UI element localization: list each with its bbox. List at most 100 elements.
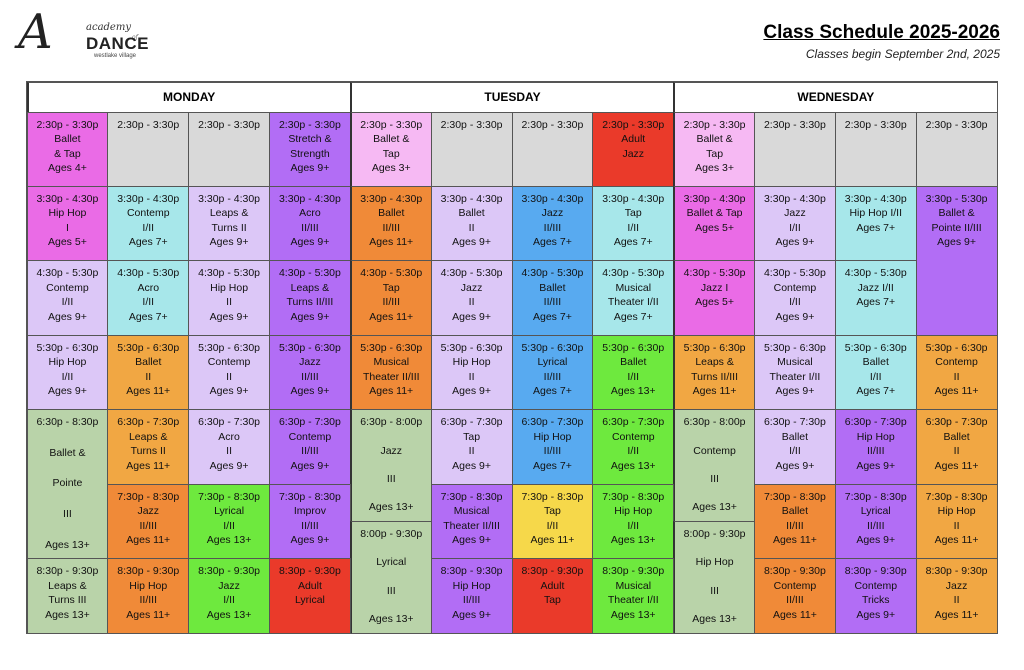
class-time: 3:30p - 4:30p — [360, 192, 423, 205]
class-time: 3:30p - 4:30p — [198, 192, 261, 205]
class-text: I/II — [789, 221, 801, 234]
class-cell: 7:30p - 8:30p Hip Hop II Ages 11+ — [915, 483, 998, 560]
class-text: Ballet & Tap — [686, 207, 743, 220]
class-time: 6:30p - 8:00p — [360, 416, 423, 429]
class-time: 4:30p - 5:30p — [117, 267, 180, 280]
logo-monogram: A — [18, 4, 53, 60]
class-time: 2:30p - 3:30p — [36, 118, 99, 131]
class-text: Contemp — [935, 356, 978, 369]
class-time: 6:30p - 7:30p — [117, 416, 180, 429]
class-text: Ages 9+ — [856, 608, 896, 621]
class-cell: 2:30p - 3:30p — [915, 111, 998, 187]
class-text: Contemp — [207, 356, 251, 369]
class-time: 7:30p - 8:30p — [925, 490, 988, 503]
class-text: Ages 4+ — [48, 162, 87, 174]
class-cell: 5:30p - 6:30p Hip Hop I/II Ages 9+ — [26, 334, 109, 411]
class-text: Hip Hop — [533, 430, 572, 443]
class-text: Jazz — [541, 207, 564, 220]
class-time: 8:00p - 9:30p — [683, 527, 746, 540]
class-text: II — [226, 445, 232, 458]
class-text: Tap — [543, 594, 561, 607]
class-cell: 3:30p - 4:30p Hip Hop I Ages 5+ — [26, 185, 109, 262]
class-text: Ages 11+ — [934, 459, 979, 472]
class-text: Ages 9+ — [452, 236, 491, 249]
class-text: Musical — [777, 356, 813, 369]
class-text: Ages 9+ — [48, 385, 87, 398]
class-time: 8:00p - 9:30p — [360, 527, 423, 540]
class-time: 5:30p - 6:30p — [360, 341, 423, 354]
class-text: Jazz — [137, 505, 160, 518]
class-cell: 6:30p - 7:30p Acro II Ages 9+ — [188, 409, 270, 485]
class-text: II — [468, 370, 475, 383]
class-cell: 2:30p - 3:30p Stretch & Strength Ages 9+ — [269, 111, 351, 187]
class-cell: 4:30p - 5:30p Jazz I/II Ages 7+ — [834, 260, 917, 336]
class-text: II/III — [301, 221, 319, 234]
class-time: 8:30p - 9:30p — [440, 565, 503, 578]
class-cell: 8:30p - 9:30p Jazz I/II Ages 13+ — [188, 558, 270, 634]
class-time: 6:30p - 7:30p — [763, 416, 826, 429]
class-cell: 5:30p - 6:30p Musical Theater I/II Ages 9+ — [754, 334, 836, 411]
class-text: Contemp — [773, 281, 817, 294]
class-text: Ages 3+ — [695, 162, 734, 174]
class-cell: 2:30p - 3:30p — [188, 111, 270, 187]
class-text: Pointe II/III — [931, 221, 982, 234]
class-cell: 5:30p - 6:30p Ballet I/II Ages 13+ — [592, 334, 675, 411]
class-text: Theater I/II — [607, 296, 659, 309]
class-text: Turns II/III — [286, 296, 334, 309]
class-text: Ages 13+ — [368, 501, 414, 514]
class-text: Tricks — [861, 594, 890, 607]
class-text: Lyrical — [214, 505, 245, 518]
class-time: 5:30p - 6:30p — [763, 341, 826, 354]
class-text: Ages 9+ — [290, 459, 330, 472]
class-time: 6:30p - 7:30p — [440, 416, 503, 429]
class-cell: 5:30p - 6:30p Lyrical II/III Ages 7+ — [511, 334, 594, 411]
class-cell: 6:30p - 7:30p Leaps & Turns II Ages 11+ — [107, 409, 190, 485]
class-time: 5:30p - 6:30p — [602, 341, 665, 354]
class-text: III — [710, 472, 719, 485]
class-cell: 4:30p - 5:30p Musical Theater I/II Ages 7+ — [592, 260, 675, 336]
class-cell: 3:30p - 4:30p Ballet II/III Ages 11+ — [349, 185, 432, 262]
class-time: 2:30p - 3:30p — [844, 118, 907, 131]
class-text: II/III — [866, 445, 885, 458]
class-time: 3:30p - 4:30p — [117, 192, 180, 205]
class-text: Hip Hop — [452, 356, 491, 369]
class-text: III — [386, 472, 396, 485]
class-time: 3:30p - 4:30p — [602, 192, 665, 205]
class-text: Contemp — [288, 430, 332, 443]
class-text: Adult — [540, 579, 565, 592]
class-time: 2:30p - 3:30p — [360, 118, 423, 131]
class-cell: 8:00p - 9:30p Hip Hop III Ages 13+ — [673, 520, 755, 634]
class-cell: 8:30p - 9:30p Leaps & Turns III Ages 13+ — [26, 558, 109, 634]
class-text: Ages 7+ — [128, 310, 168, 323]
class-text: Ages 11+ — [126, 608, 171, 621]
class-cell: 6:30p - 7:30p Hip Hop II/III Ages 9+ — [834, 409, 917, 485]
class-cell: 5:30p - 6:30p Jazz II/III Ages 9+ — [269, 334, 351, 411]
class-time: 3:30p - 4:30p — [521, 192, 584, 205]
class-cell: 2:30p - 3:30p — [107, 111, 190, 187]
class-time: 5:30p - 6:30p — [521, 341, 584, 354]
class-text: Ages 7+ — [533, 236, 572, 249]
class-time: 7:30p - 8:30p — [763, 490, 826, 503]
class-text: Ages 5+ — [695, 221, 734, 234]
class-text: Acro — [218, 430, 240, 443]
class-cell: 4:30p - 5:30p Contemp I/II Ages 9+ — [754, 260, 836, 336]
class-text: Ages 9+ — [775, 310, 815, 323]
class-text: Tap — [543, 505, 561, 518]
class-text: II/III — [382, 221, 400, 234]
class-text: Ages 13+ — [692, 501, 737, 514]
class-time: 6:30p - 7:30p — [844, 416, 907, 429]
class-time: 2:30p - 3:30p — [117, 118, 180, 131]
class-text: Ages 11+ — [126, 385, 171, 398]
class-time: 5:30p - 6:30p — [683, 341, 746, 354]
class-time: 8:30p - 9:30p — [844, 565, 907, 578]
class-cell: 5:30p - 6:30p Musical Theater II/III Ages 1… — [349, 334, 432, 411]
class-time: 4:30p - 5:30p — [440, 267, 503, 280]
class-text: Ballet & — [938, 207, 975, 220]
class-text: Ages 3+ — [371, 162, 411, 174]
class-time: 2:30p - 3:30p — [521, 118, 584, 131]
class-cell: 7:30p - 8:30p Improv II/III Ages 9+ — [269, 483, 351, 560]
class-text: II — [468, 296, 475, 309]
class-text: Musical — [615, 579, 652, 592]
class-text: I/II — [789, 445, 801, 458]
class-cell: 6:30p - 7:30p Contemp I/II Ages 13+ — [592, 409, 675, 485]
